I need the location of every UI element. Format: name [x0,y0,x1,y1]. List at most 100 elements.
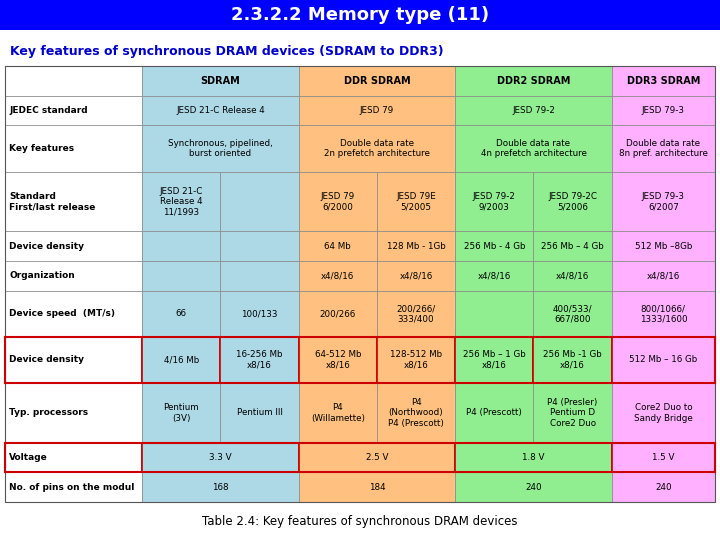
Text: Pentium
(3V): Pentium (3V) [163,403,199,422]
Bar [612,291,715,337]
Text: Organization: Organization [9,271,75,280]
Text: JESD 79-3: JESD 79-3 [642,106,685,115]
Bar [220,172,299,231]
Bar [612,172,715,231]
Bar [612,66,715,96]
Bar [455,172,534,231]
Bar [612,383,715,443]
Text: JESD 79: JESD 79 [360,106,394,115]
Bar [5,96,142,125]
Text: Table 2.4: Key features of synchronous DRAM devices: Table 2.4: Key features of synchronous D… [202,516,518,529]
Bar [534,231,612,261]
Bar [142,291,220,337]
Text: No. of pins on the modul: No. of pins on the modul [9,483,135,491]
Bar [142,231,220,261]
Bar [142,337,220,383]
Bar [142,66,299,96]
Bar [299,291,377,337]
Text: 128 Mb - 1Gb: 128 Mb - 1Gb [387,241,446,251]
Bar [455,125,612,172]
Text: JESD 79
6/2000: JESD 79 6/2000 [320,192,355,211]
Text: 4/16 Mb: 4/16 Mb [163,355,199,364]
Bar [612,443,715,472]
Text: 512 Mb –8Gb: 512 Mb –8Gb [634,241,692,251]
Bar [455,472,612,502]
Bar [5,172,142,231]
Text: 128-512 Mb
x8/16: 128-512 Mb x8/16 [390,350,442,370]
Text: 168: 168 [212,483,229,491]
Text: Typ. processors: Typ. processors [9,408,88,417]
Text: 2.5 V: 2.5 V [366,453,388,462]
Bar [612,231,715,261]
Bar [220,231,299,261]
Text: P4 (Prescott): P4 (Prescott) [467,408,522,417]
Text: 400/533/
667/800: 400/533/ 667/800 [553,304,593,323]
Bar [299,66,455,96]
Text: Device density: Device density [9,241,84,251]
Text: JESD 21-C
Release 4
11/1993: JESD 21-C Release 4 11/1993 [160,186,203,217]
Bar [5,125,142,172]
Bar [534,261,612,291]
Text: Standard
First/last release: Standard First/last release [9,192,95,211]
Bar [299,231,377,261]
Bar [455,231,534,261]
Text: JESD 21-C Release 4: JESD 21-C Release 4 [176,106,265,115]
Text: Key features of synchronous DRAM devices (SDRAM to DDR3): Key features of synchronous DRAM devices… [10,45,444,58]
Text: Pentium III: Pentium III [237,408,282,417]
Text: 100/133: 100/133 [241,309,278,318]
Text: 512 Mb – 16 Gb: 512 Mb – 16 Gb [629,355,698,364]
Text: Voltage: Voltage [9,453,48,462]
Bar [377,383,455,443]
Bar [377,172,455,231]
Text: 256 Mb – 4 Gb: 256 Mb – 4 Gb [541,241,604,251]
Text: x4/8/16: x4/8/16 [477,271,511,280]
Bar [455,443,612,472]
Text: DDR2 SDRAM: DDR2 SDRAM [497,76,570,86]
Text: 200/266/
333/400: 200/266/ 333/400 [397,304,436,323]
Bar [299,337,377,383]
Text: DDR SDRAM: DDR SDRAM [343,76,410,86]
Bar [142,96,299,125]
Bar [299,472,455,502]
Bar [612,96,715,125]
Text: Device speed  (MT/s): Device speed (MT/s) [9,309,115,318]
Text: Double data rate
8n pref. architecture: Double data rate 8n pref. architecture [619,139,708,158]
Bar [377,337,455,383]
Bar [299,172,377,231]
Bar [5,337,142,383]
Text: 64 Mb: 64 Mb [325,241,351,251]
Text: P4
(Willamette): P4 (Willamette) [311,403,365,422]
Bar [534,383,612,443]
Text: JESD 79E
5/2005: JESD 79E 5/2005 [396,192,436,211]
Bar [455,337,534,383]
Bar [142,383,220,443]
Bar [5,231,142,261]
Bar [299,261,377,291]
Text: JESD 79-2C
5/2006: JESD 79-2C 5/2006 [548,192,597,211]
Bar [142,125,299,172]
Bar [455,291,534,337]
Text: Key features: Key features [9,144,74,153]
Bar [455,96,612,125]
Bar [5,261,142,291]
Bar [220,383,299,443]
Text: Synchronous, pipelined,
burst oriented: Synchronous, pipelined, burst oriented [168,139,273,158]
Bar [299,443,455,472]
Bar [5,66,142,96]
Bar [455,66,612,96]
Text: 16-256 Mb
x8/16: 16-256 Mb x8/16 [236,350,283,370]
Bar [5,443,142,472]
Text: Double data rate
4n prefetch architecture: Double data rate 4n prefetch architectur… [480,139,586,158]
Bar [142,472,299,502]
Text: JESD 79-2: JESD 79-2 [512,106,555,115]
Text: 240: 240 [655,483,672,491]
Bar [142,172,220,231]
Text: Device density: Device density [9,355,84,364]
Bar [534,291,612,337]
Text: 1.5 V: 1.5 V [652,453,675,462]
Text: 256 Mb - 4 Gb: 256 Mb - 4 Gb [464,241,525,251]
Text: 2.3.2.2 Memory type (11): 2.3.2.2 Memory type (11) [231,6,489,24]
Bar [5,291,142,337]
Text: SDRAM: SDRAM [201,76,240,86]
Bar [377,231,455,261]
